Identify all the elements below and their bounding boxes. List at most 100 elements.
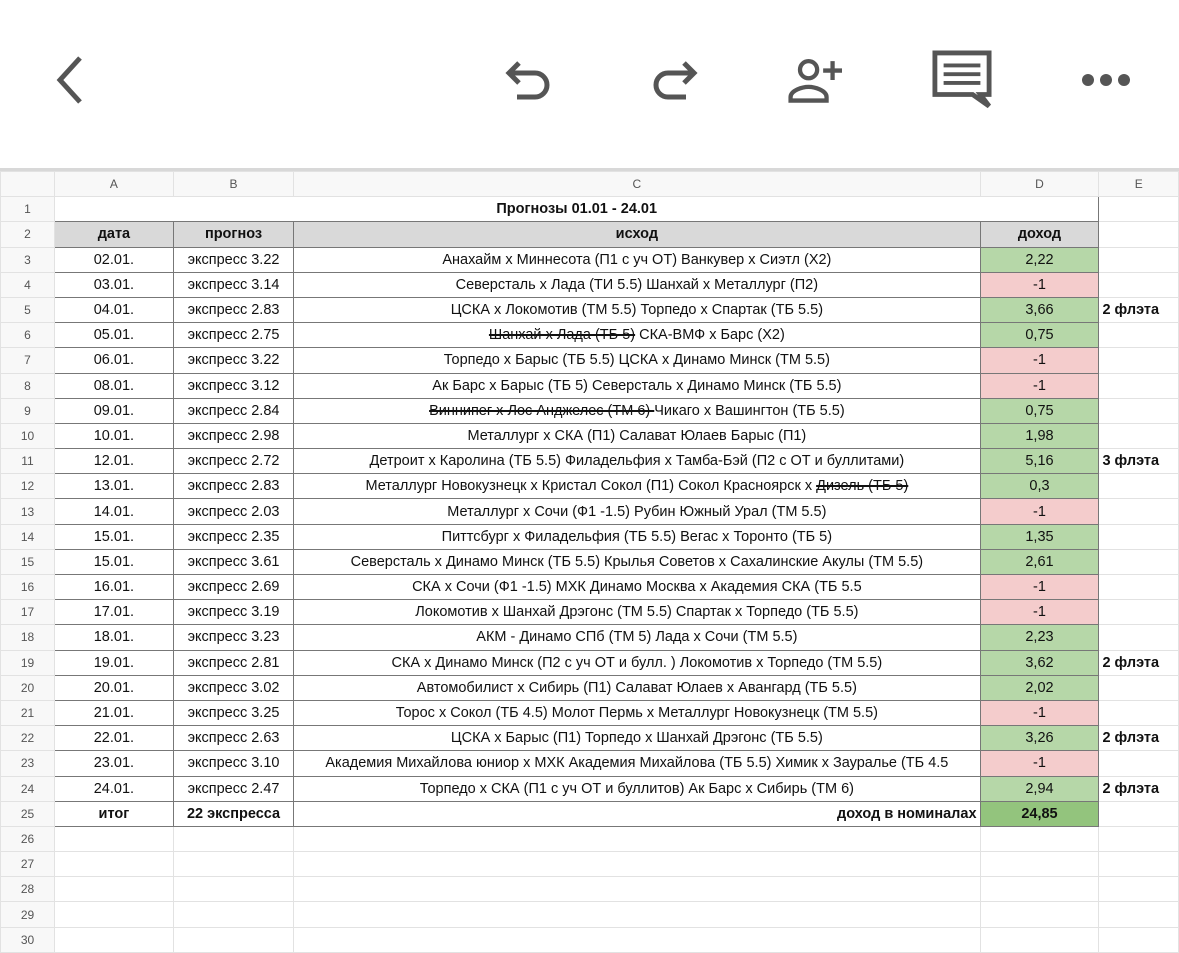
note-cell[interactable] xyxy=(1098,322,1179,349)
row-header[interactable]: 3 xyxy=(0,246,55,273)
outcome-cell[interactable]: Локомотив х Шанхай Дрэгонс (ТМ 5.5) Спар… xyxy=(293,599,981,626)
outcome-cell[interactable]: Питтсбург х Филадельфия (ТБ 5.5) Вегас х… xyxy=(293,523,981,550)
forecast-cell[interactable]: экспресс 2.83 xyxy=(172,296,295,324)
date-cell[interactable]: 15.01. xyxy=(53,523,174,550)
row-header[interactable]: 13 xyxy=(0,498,55,525)
cell[interactable] xyxy=(53,901,174,928)
cell[interactable] xyxy=(293,876,981,903)
cell[interactable] xyxy=(1098,800,1179,827)
cell[interactable] xyxy=(53,825,174,853)
note-cell[interactable]: 2 флэта xyxy=(1098,296,1179,324)
income-cell[interactable]: 2,94 xyxy=(979,775,1100,802)
add-person-icon[interactable] xyxy=(788,50,848,110)
row-header[interactable]: 25 xyxy=(0,800,55,827)
row-header[interactable]: 11 xyxy=(0,448,55,475)
note-cell[interactable] xyxy=(1098,246,1179,273)
forecast-cell[interactable]: экспресс 3.22 xyxy=(172,246,295,273)
cell[interactable] xyxy=(172,825,295,853)
column-header-c[interactable]: C xyxy=(293,170,981,198)
outcome-cell[interactable]: Северсталь х Динамо Минск (ТБ 5.5) Крыль… xyxy=(293,548,981,576)
income-cell[interactable]: -1 xyxy=(979,498,1100,525)
forecast-cell[interactable]: экспресс 2.72 xyxy=(172,448,295,475)
outcome-cell[interactable]: Шанхай х Лада (ТБ 5) СКА-ВМФ х Барс (Х2) xyxy=(293,322,981,349)
forecast-cell[interactable]: экспресс 3.25 xyxy=(172,699,295,727)
date-cell[interactable]: 10.01. xyxy=(53,422,174,450)
date-cell[interactable]: 16.01. xyxy=(53,573,174,601)
note-cell[interactable] xyxy=(1098,397,1179,424)
forecast-cell[interactable]: экспресс 3.02 xyxy=(172,674,295,701)
note-cell[interactable] xyxy=(1098,624,1179,651)
row-header[interactable]: 24 xyxy=(0,775,55,802)
forecast-cell[interactable]: экспресс 3.14 xyxy=(172,271,295,298)
date-cell[interactable]: 04.01. xyxy=(53,296,174,324)
cell[interactable] xyxy=(53,851,174,878)
cell[interactable] xyxy=(1098,221,1179,248)
total-label-cell[interactable]: итог xyxy=(53,800,174,827)
income-cell[interactable]: -1 xyxy=(979,573,1100,601)
outcome-cell[interactable]: Виннипег х Лос Анджелес (ТМ 6) Чикаго х … xyxy=(293,397,981,424)
forecast-cell[interactable]: экспресс 2.98 xyxy=(172,422,295,450)
forecast-cell[interactable]: экспресс 2.83 xyxy=(172,473,295,500)
forecast-cell[interactable]: экспресс 2.35 xyxy=(172,523,295,550)
sheet-title-cell[interactable]: Прогнозы 01.01 - 24.01 xyxy=(53,196,1100,223)
row-header[interactable]: 2 xyxy=(0,221,55,248)
cell[interactable] xyxy=(979,876,1100,903)
income-cell[interactable]: -1 xyxy=(979,271,1100,298)
income-cell[interactable]: -1 xyxy=(979,750,1100,777)
header-date[interactable]: дата xyxy=(53,221,174,248)
cell[interactable] xyxy=(1098,901,1179,928)
outcome-cell[interactable]: АКМ - Динамо СПб (ТМ 5) Лада х Сочи (ТМ … xyxy=(293,624,981,651)
outcome-cell[interactable]: Металлург х Сочи (Ф1 -1.5) Рубин Южный У… xyxy=(293,498,981,525)
outcome-cell[interactable]: Ак Барс х Барыс (ТБ 5) Северсталь х Дина… xyxy=(293,372,981,399)
date-cell[interactable]: 03.01. xyxy=(53,271,174,298)
date-cell[interactable]: 17.01. xyxy=(53,599,174,626)
date-cell[interactable]: 13.01. xyxy=(53,473,174,500)
date-cell[interactable]: 08.01. xyxy=(53,372,174,399)
row-header[interactable]: 15 xyxy=(0,548,55,576)
note-cell[interactable]: 2 флэта xyxy=(1098,725,1179,752)
income-cell[interactable]: 2,22 xyxy=(979,246,1100,273)
date-cell[interactable]: 18.01. xyxy=(53,624,174,651)
date-cell[interactable]: 20.01. xyxy=(53,674,174,701)
forecast-cell[interactable]: экспресс 3.22 xyxy=(172,347,295,374)
outcome-cell[interactable]: Академия Михайлова юниор х МХК Академия … xyxy=(293,750,981,777)
note-cell[interactable] xyxy=(1098,599,1179,626)
cell[interactable] xyxy=(293,825,981,853)
cell[interactable] xyxy=(1098,876,1179,903)
outcome-cell[interactable]: Детроит х Каролина (ТБ 5.5) Филадельфия … xyxy=(293,448,981,475)
outcome-cell[interactable]: Металлург Новокузнецк х Кристал Сокол (П… xyxy=(293,473,981,500)
more-icon[interactable] xyxy=(1076,50,1136,110)
row-header[interactable]: 17 xyxy=(0,599,55,626)
column-header-a[interactable]: A xyxy=(53,170,174,198)
comment-icon[interactable] xyxy=(932,50,992,110)
forecast-cell[interactable]: экспресс 2.47 xyxy=(172,775,295,802)
income-cell[interactable]: 0,75 xyxy=(979,322,1100,349)
outcome-cell[interactable]: Торпедо х Барыс (ТБ 5.5) ЦСКА х Динамо М… xyxy=(293,347,981,374)
row-header[interactable]: 16 xyxy=(0,573,55,601)
note-cell[interactable]: 3 флэта xyxy=(1098,448,1179,475)
income-cell[interactable]: 2,61 xyxy=(979,548,1100,576)
income-cell[interactable]: 2,02 xyxy=(979,674,1100,701)
income-cell[interactable]: 3,62 xyxy=(979,649,1100,676)
income-cell[interactable]: -1 xyxy=(979,372,1100,399)
income-cell[interactable]: 3,66 xyxy=(979,296,1100,324)
cell[interactable] xyxy=(172,901,295,928)
note-cell[interactable] xyxy=(1098,548,1179,576)
row-header[interactable]: 23 xyxy=(0,750,55,777)
income-cell[interactable]: 1,35 xyxy=(979,523,1100,550)
note-cell[interactable] xyxy=(1098,750,1179,777)
back-icon[interactable] xyxy=(40,50,100,110)
total-count-cell[interactable]: 22 экспресса xyxy=(172,800,295,827)
cell[interactable] xyxy=(979,851,1100,878)
forecast-cell[interactable]: экспресс 2.81 xyxy=(172,649,295,676)
cell[interactable] xyxy=(293,851,981,878)
outcome-cell[interactable]: ЦСКА х Локомотив (ТМ 5.5) Торпедо х Спар… xyxy=(293,296,981,324)
outcome-cell[interactable]: Автомобилист х Сибирь (П1) Салават Юлаев… xyxy=(293,674,981,701)
forecast-cell[interactable]: экспресс 2.63 xyxy=(172,725,295,752)
row-header[interactable]: 19 xyxy=(0,649,55,676)
date-cell[interactable]: 19.01. xyxy=(53,649,174,676)
row-header[interactable]: 26 xyxy=(0,825,55,853)
header-outcome[interactable]: исход xyxy=(293,221,981,248)
note-cell[interactable] xyxy=(1098,573,1179,601)
row-header[interactable]: 7 xyxy=(0,347,55,374)
